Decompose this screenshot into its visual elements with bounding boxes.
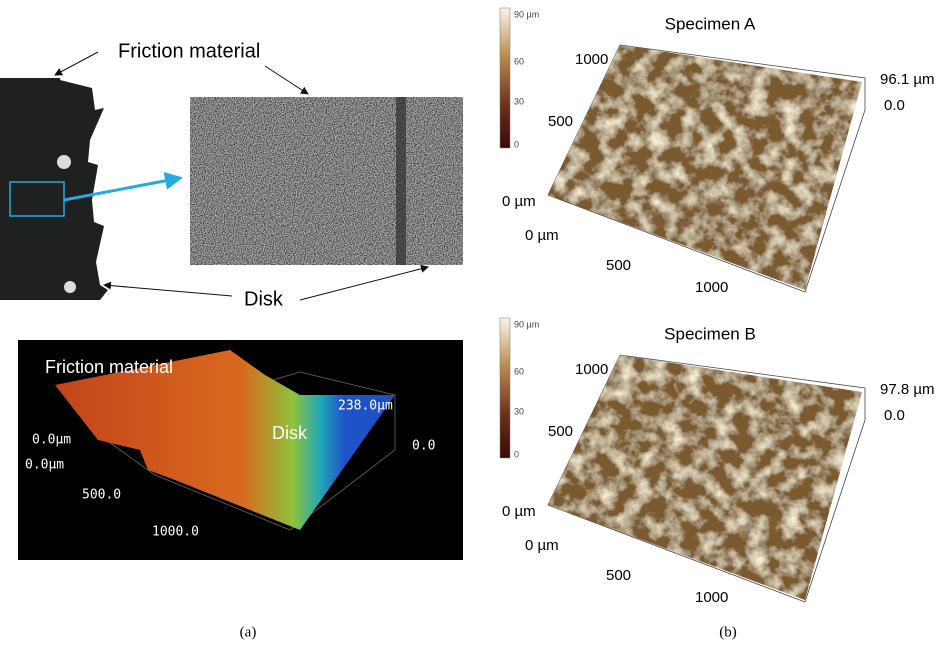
specimen-title: Specimen B xyxy=(664,324,756,343)
axis-label: 500.0 xyxy=(82,488,121,503)
afm-surface xyxy=(548,45,862,290)
arrow xyxy=(264,65,309,95)
hole xyxy=(64,281,76,293)
colorbar-label: 60 xyxy=(514,56,524,66)
arrow xyxy=(103,281,233,297)
axis-label: 0.0μm xyxy=(32,433,71,448)
colorbar-label: 60 xyxy=(514,366,524,376)
y-tick-label: 1000 xyxy=(575,51,608,68)
x-tick-label: 0 µm xyxy=(525,227,559,244)
disk-teeth xyxy=(60,80,108,300)
z-min-label: 0.0 xyxy=(884,407,905,424)
profile-surface xyxy=(55,350,395,530)
axis-label: 238.0μm xyxy=(338,399,393,414)
x-tick-label: 0 µm xyxy=(525,537,559,554)
caption: (b) xyxy=(719,624,737,640)
label: Friction material xyxy=(118,40,260,62)
x-tick-label: 500 xyxy=(606,567,631,584)
y-tick-label: 500 xyxy=(548,113,573,130)
z-max-label: 96.1 µm xyxy=(880,71,935,88)
profile-label: Disk xyxy=(272,423,308,443)
hole xyxy=(57,155,71,169)
y-tick-label: 0 µm xyxy=(502,503,536,520)
arrow xyxy=(299,264,429,301)
y-tick-label: 500 xyxy=(548,423,573,440)
afm-surface xyxy=(548,355,862,600)
y-tick-label: 0 µm xyxy=(502,193,536,210)
colorbar xyxy=(499,7,511,149)
z-max-label: 97.8 µm xyxy=(880,381,935,398)
colorbar-label: 30 xyxy=(514,96,524,106)
profile-label: Friction material xyxy=(45,357,173,377)
axis-label: 1000.0 xyxy=(152,525,199,540)
groove xyxy=(396,97,406,265)
specimen-title: Specimen A xyxy=(665,14,756,33)
zoom-arrow xyxy=(63,171,183,202)
specimen-panels: 90 µm 60 30 0 Specimen A 1000 500 0 µm 0 µm 500 10… xyxy=(499,7,935,606)
colorbar-label: 0 xyxy=(514,449,519,459)
x-tick-label: 1000 xyxy=(695,279,728,296)
colorbar-label: 90 µm xyxy=(514,319,539,329)
micrograph xyxy=(190,97,463,265)
colorbar xyxy=(499,317,511,459)
x-tick-label: 500 xyxy=(606,257,631,274)
label: Disk xyxy=(244,288,284,310)
arrow xyxy=(54,51,99,76)
colorbar-label: 90 µm xyxy=(514,9,539,19)
x-tick-label: 1000 xyxy=(695,589,728,606)
axis-label: 0.0 xyxy=(412,439,435,454)
colorbar-label: 30 xyxy=(514,406,524,416)
y-tick-label: 1000 xyxy=(575,361,608,378)
caption: (a) xyxy=(240,624,257,640)
colorbar-label: 0 xyxy=(514,139,519,149)
z-min-label: 0.0 xyxy=(884,97,905,114)
axis-label: 0.0μm xyxy=(25,458,64,473)
